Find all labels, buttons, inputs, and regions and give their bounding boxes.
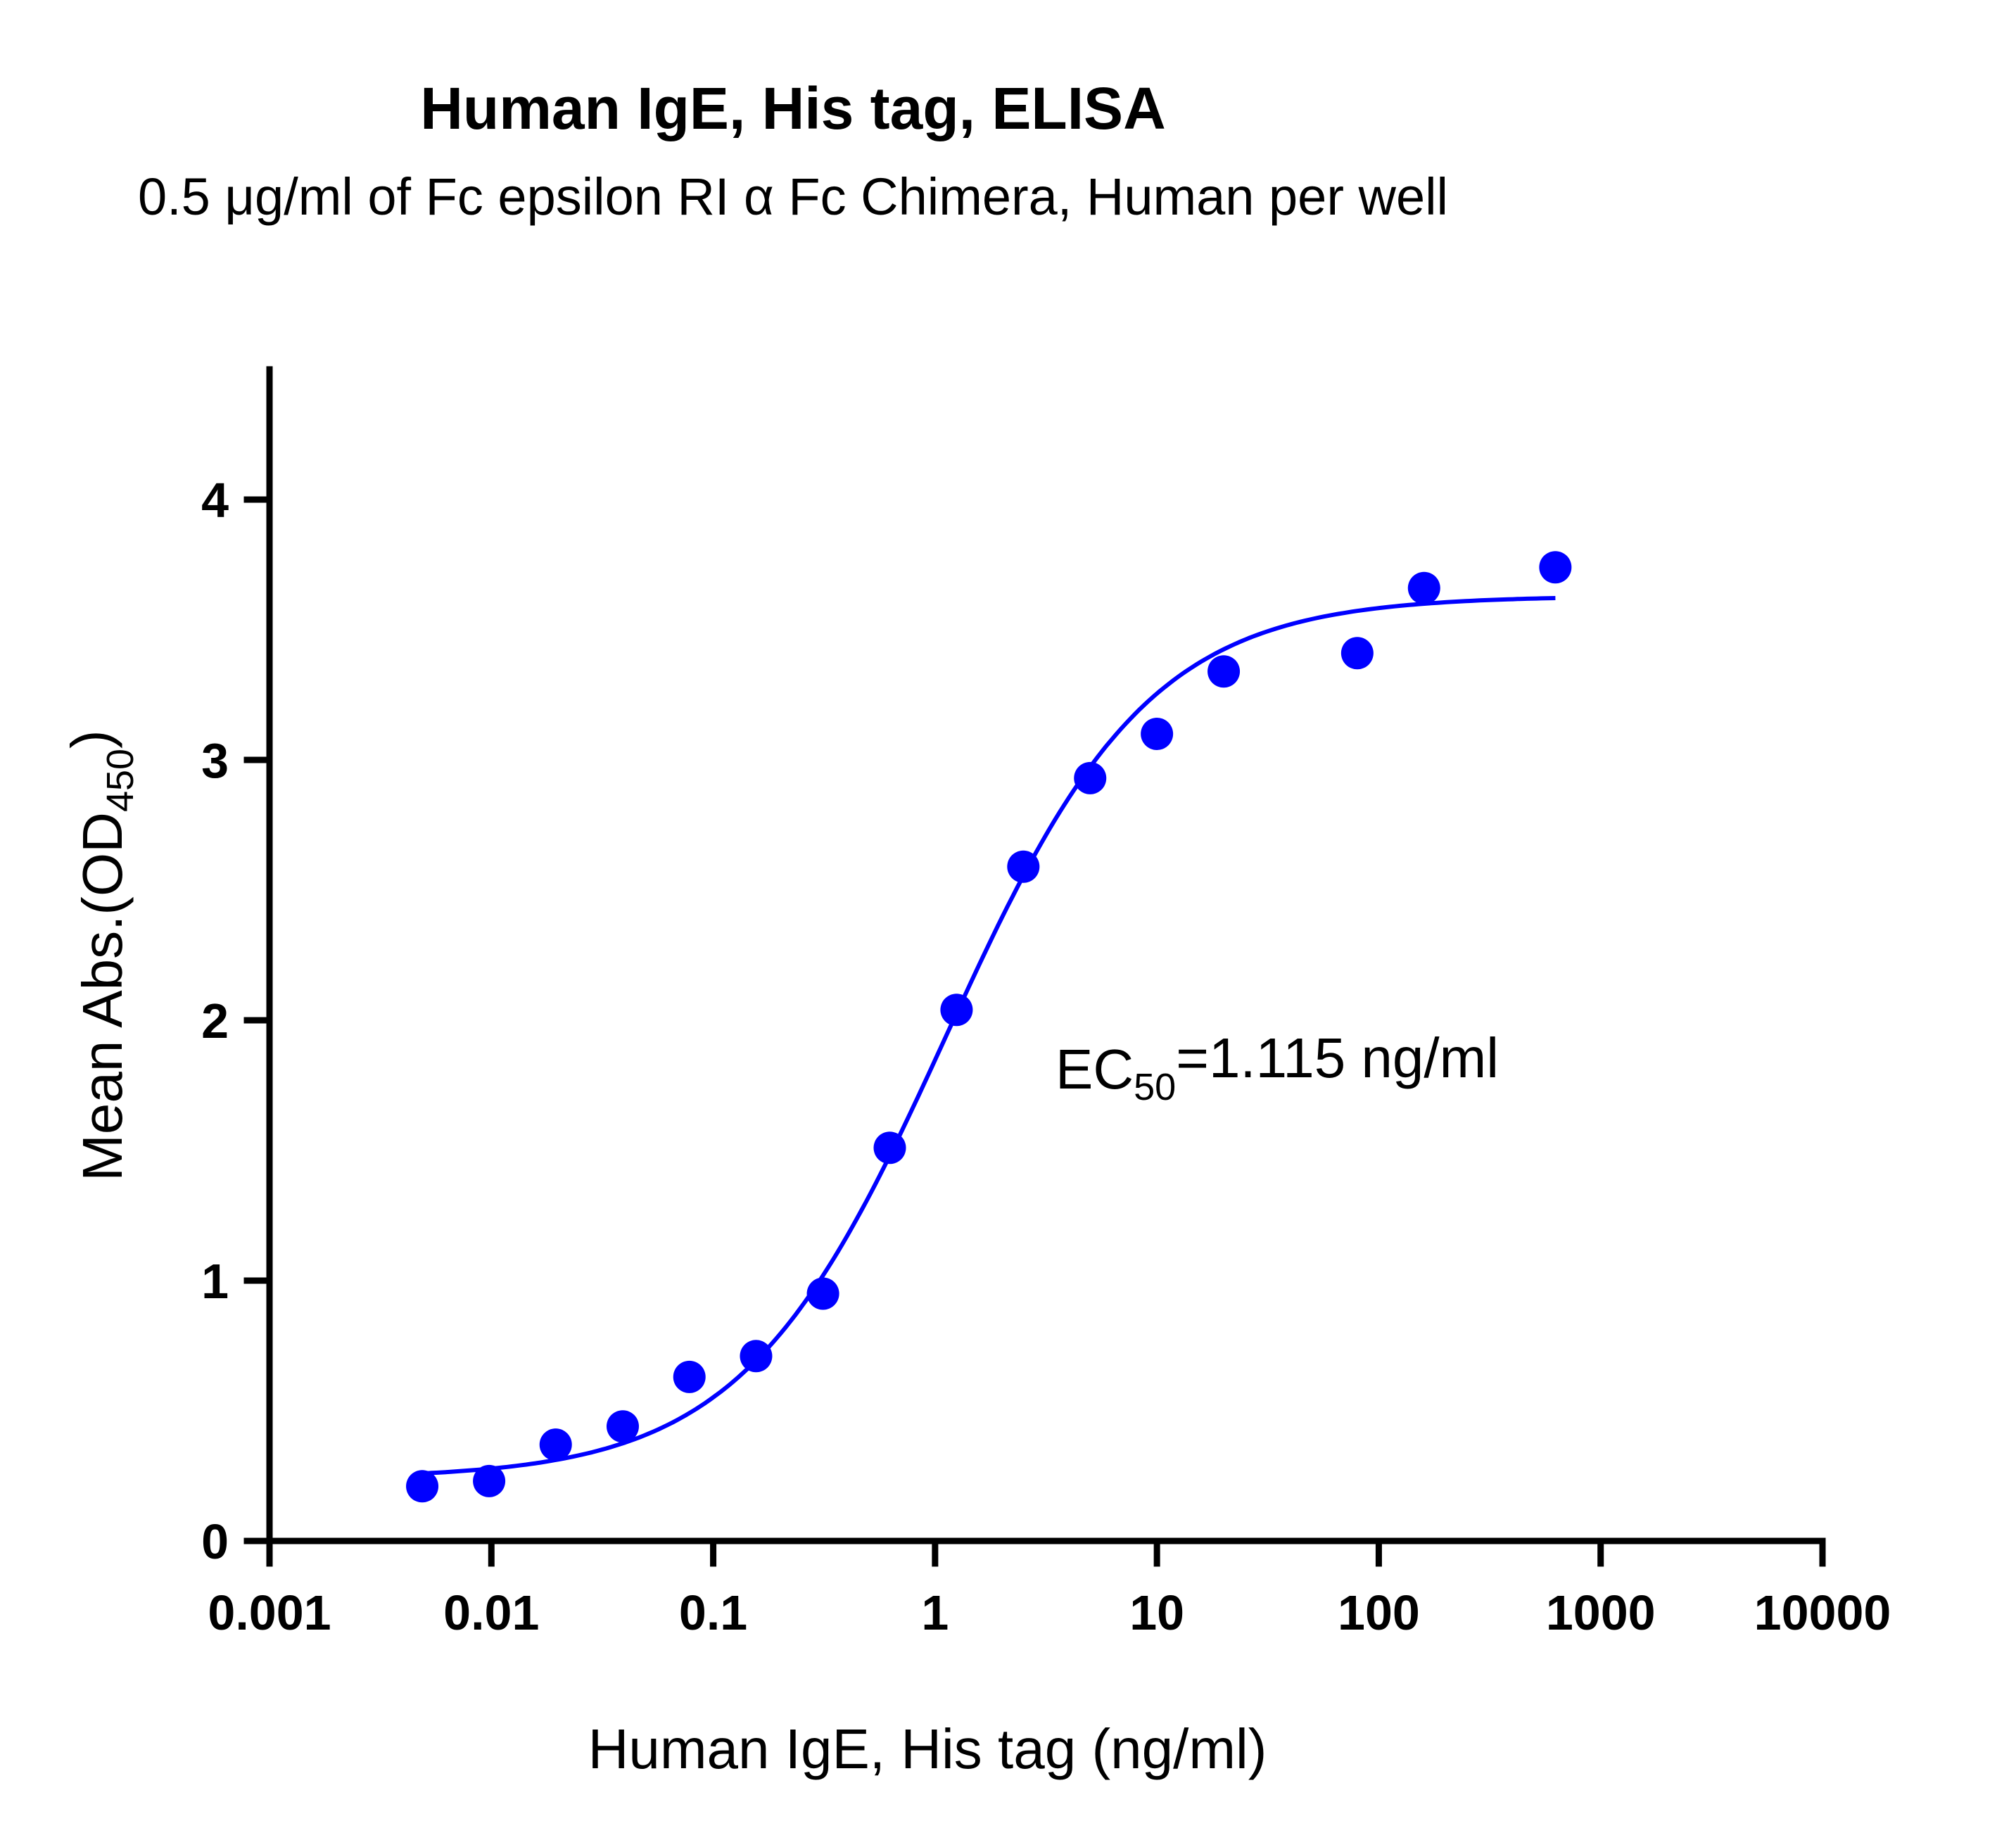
- y-axis-label-close: ): [60, 730, 122, 749]
- y-tick-labels: 0 1 2 3 4: [201, 473, 229, 1569]
- x-tick-label: 1: [921, 1585, 949, 1640]
- axes: [243, 366, 1826, 1567]
- data-point: [873, 1131, 906, 1165]
- data-point: [806, 1277, 839, 1310]
- data-point: [1407, 571, 1440, 604]
- data-point: [539, 1428, 572, 1461]
- y-axis-label: Mean Abs.(OD450): [60, 730, 141, 1181]
- data-point: [406, 1470, 439, 1503]
- y-axis-label-main: Mean Abs.(OD: [71, 812, 134, 1181]
- y-tick-label: 3: [201, 733, 229, 788]
- data-points: [406, 551, 1572, 1503]
- y-tick-label: 4: [201, 473, 229, 528]
- data-point: [1340, 637, 1374, 670]
- data-point: [606, 1410, 639, 1443]
- x-tick-labels: 0.001 0.01 0.1 1 10 100 1000 10000: [208, 1585, 1891, 1640]
- chart-title: Human IgE, His tag, ELISA: [420, 75, 1165, 141]
- data-point: [1074, 761, 1107, 794]
- x-tick-label: 0.01: [443, 1585, 539, 1640]
- data-point: [740, 1340, 773, 1373]
- ec50-prefix: EC: [1055, 1038, 1134, 1100]
- x-tick-label: 10000: [1754, 1585, 1891, 1640]
- data-point: [1007, 850, 1040, 883]
- data-point: [1141, 718, 1174, 750]
- fit-curve-line: [421, 596, 1556, 1476]
- data-point: [473, 1464, 506, 1497]
- data-point: [1539, 551, 1572, 584]
- x-tick-label: 100: [1338, 1585, 1420, 1640]
- x-axis-label: Human IgE, His tag (ng/ml): [588, 1718, 1267, 1780]
- chart-subtitle: 0.5 μg/ml of Fc epsilon RI α Fc Chimera,…: [138, 167, 1448, 226]
- data-point: [1207, 655, 1241, 688]
- x-tick-label: 10: [1129, 1585, 1184, 1640]
- x-tick-label: 1000: [1546, 1585, 1656, 1640]
- x-tick-label: 0.001: [208, 1585, 331, 1640]
- ec50-value: =1.115 ng/ml: [1176, 1027, 1499, 1089]
- x-tick-label: 0.1: [679, 1585, 747, 1640]
- data-point: [940, 994, 973, 1027]
- y-tick-label: 0: [201, 1514, 229, 1569]
- y-tick-label: 2: [201, 994, 229, 1048]
- y-axis-label-sub: 450: [99, 749, 141, 812]
- fit-curve: [421, 596, 1556, 1476]
- y-tick-label: 1: [201, 1254, 229, 1309]
- data-point: [673, 1360, 706, 1393]
- ec50-annotation: EC50=1.115 ng/ml: [1055, 1027, 1499, 1108]
- ec50-subscript: 50: [1134, 1066, 1176, 1108]
